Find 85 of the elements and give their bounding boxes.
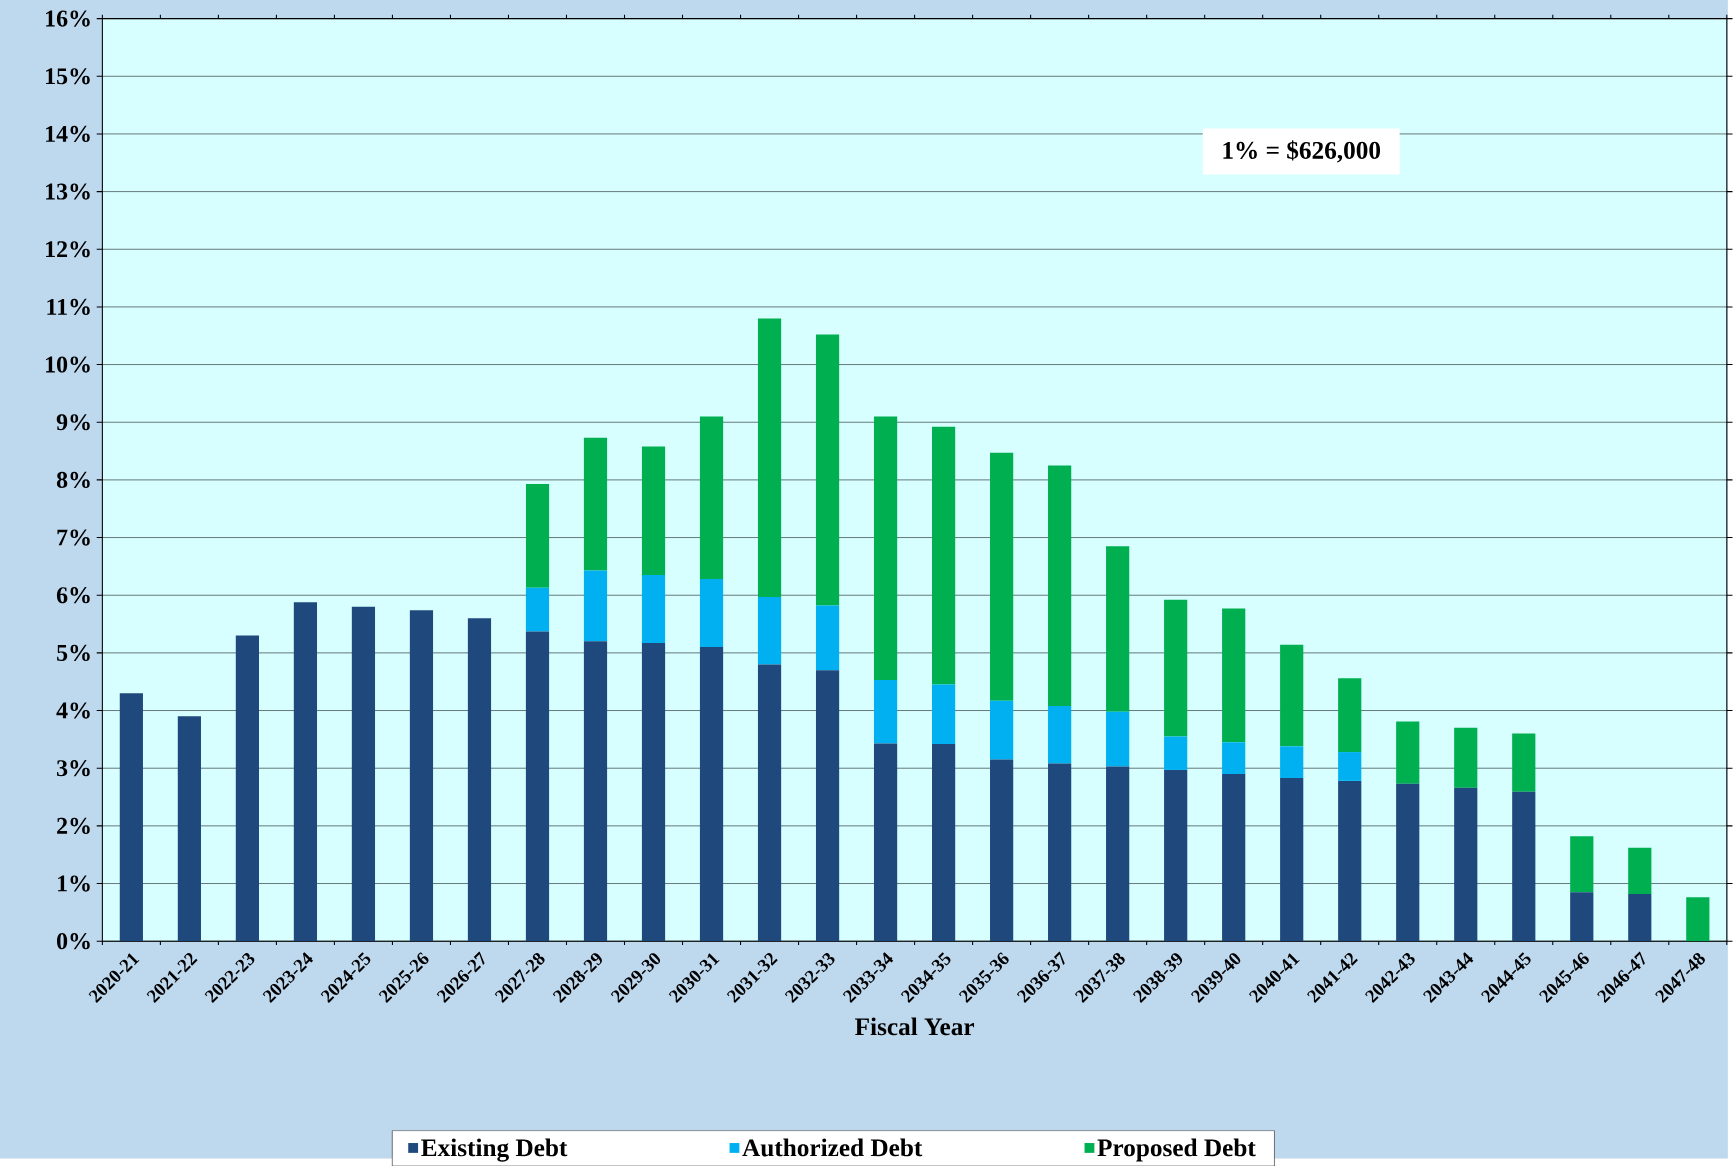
bar <box>1222 742 1246 774</box>
bar <box>1512 791 1536 942</box>
bar <box>873 416 898 680</box>
bar <box>1164 769 1188 942</box>
y-tick-label: 16% <box>46 10 90 27</box>
bar <box>641 446 666 575</box>
bar <box>699 416 724 579</box>
bar <box>932 684 956 744</box>
bar <box>1338 751 1362 781</box>
bar <box>932 426 956 685</box>
bar <box>583 437 608 571</box>
bar <box>1048 465 1072 706</box>
y-tick-label: 2% <box>57 817 90 834</box>
bar <box>1396 721 1420 784</box>
bar <box>1686 897 1710 942</box>
legend-label: Authorized Debt <box>742 1138 923 1157</box>
bar <box>119 693 143 942</box>
bar <box>1512 733 1536 792</box>
bar <box>525 483 550 588</box>
bar <box>757 596 782 665</box>
bar <box>1106 711 1130 767</box>
bar <box>873 743 898 942</box>
bar <box>409 610 434 942</box>
bar <box>1338 678 1362 752</box>
bar <box>1048 763 1072 942</box>
y-tick-label: 14% <box>46 125 90 142</box>
y-tick-label: 6% <box>56 586 90 604</box>
bar <box>1280 777 1304 942</box>
bar <box>873 679 898 744</box>
x-axis-title: Fiscal Year <box>855 1017 975 1036</box>
annotation: 1% = $626,000 <box>1223 140 1381 163</box>
bar <box>1106 546 1130 712</box>
bar <box>1628 847 1652 894</box>
bar <box>1164 599 1188 737</box>
bar <box>1048 705 1072 764</box>
bar <box>815 605 840 671</box>
bar <box>177 716 201 942</box>
y-tick-label: 13% <box>46 183 90 200</box>
legend-label: Existing Debt <box>421 1138 568 1162</box>
bar <box>641 574 666 643</box>
y-tick-label: 10% <box>46 356 90 373</box>
bar <box>990 452 1014 701</box>
bar <box>699 578 724 647</box>
bar <box>1570 836 1594 893</box>
bar <box>235 635 259 942</box>
y-tick-label: 11% <box>47 298 90 315</box>
bar <box>1222 608 1246 743</box>
bar <box>757 664 782 942</box>
y-tick-label: 12% <box>46 240 90 258</box>
bar <box>1222 773 1246 942</box>
y-tick-label: 1% <box>58 875 90 892</box>
bar <box>932 743 956 942</box>
bar <box>757 318 782 597</box>
bar <box>293 601 318 942</box>
y-tick-label: 15% <box>46 68 90 85</box>
bar <box>1106 766 1130 942</box>
bar <box>525 587 550 632</box>
y-tick-label: 7% <box>57 529 90 546</box>
bar <box>1570 892 1594 942</box>
y-tick-label: 9% <box>56 413 90 431</box>
bar <box>1396 783 1420 942</box>
bar <box>990 759 1014 942</box>
bar <box>1454 787 1478 942</box>
bar <box>583 570 608 642</box>
bar <box>1280 644 1304 747</box>
y-tick-label: 3% <box>57 759 90 777</box>
bar <box>990 700 1014 760</box>
y-tick-label: 4% <box>56 702 90 719</box>
y-tick-label: 5% <box>57 644 90 661</box>
bar <box>641 642 666 942</box>
bar <box>1628 893 1652 942</box>
bar <box>525 631 550 942</box>
bar <box>351 606 376 942</box>
bar <box>699 646 724 942</box>
bar <box>1164 736 1188 770</box>
legend-label: Proposed Debt <box>1097 1138 1256 1162</box>
bar <box>1454 727 1478 788</box>
bar <box>815 670 840 942</box>
bar <box>1338 780 1362 942</box>
bar <box>1280 746 1304 778</box>
bar <box>583 641 608 942</box>
bar <box>815 334 840 606</box>
y-tick-label: 8% <box>56 471 90 488</box>
y-tick-label: 0% <box>57 932 90 950</box>
bar <box>467 618 492 942</box>
